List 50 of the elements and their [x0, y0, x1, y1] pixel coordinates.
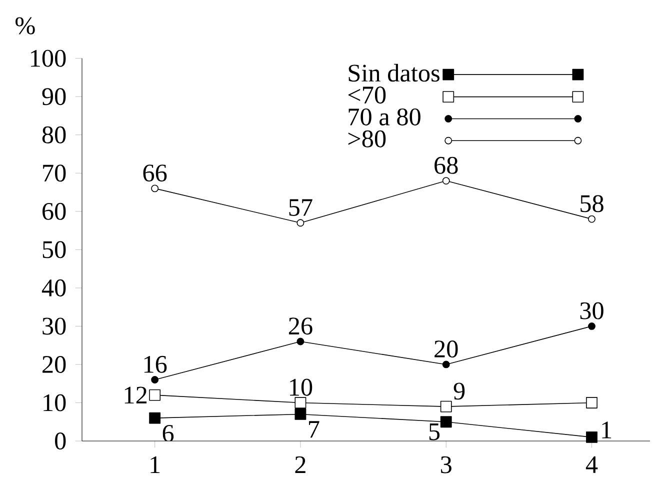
data-label: 5	[429, 423, 440, 440]
point	[442, 177, 450, 185]
data-label: 58	[580, 195, 604, 212]
y-tick-label: 20	[42, 356, 66, 373]
y-axis-title: %	[16, 17, 35, 34]
point	[586, 397, 598, 408]
legend-label: 70 a 80	[348, 108, 420, 126]
legend-label: <70	[348, 86, 386, 104]
data-label: 7	[309, 421, 320, 438]
y-tick-label: 40	[42, 279, 66, 296]
data-label: 10	[290, 378, 312, 396]
y-tick-label: 60	[42, 202, 66, 220]
data-label: 26	[288, 318, 312, 335]
y-tick-label: 50	[42, 241, 66, 258]
data-label: 1	[602, 422, 612, 438]
point	[149, 389, 161, 401]
point	[151, 376, 159, 384]
y-tick-label: 90	[42, 88, 66, 106]
y-tick-label: 30	[42, 318, 66, 335]
point	[440, 400, 452, 412]
data-label: 9	[454, 382, 465, 400]
point	[588, 215, 596, 223]
x-tick-label: 1	[150, 456, 160, 473]
y-tick-label: 70	[43, 164, 66, 182]
legend-label: Sin datos	[348, 64, 440, 82]
data-label: 16	[144, 356, 167, 373]
y-tick-label: 100	[31, 50, 66, 67]
point	[442, 360, 450, 368]
point	[296, 338, 304, 346]
x-tick-label: 3	[441, 456, 452, 474]
point	[296, 219, 304, 227]
point	[151, 184, 159, 192]
data-label: 57	[289, 199, 312, 216]
data-label: 20	[434, 340, 458, 358]
point	[586, 431, 598, 443]
data-label: 68	[434, 156, 458, 174]
y-tick-label: 10	[44, 394, 66, 412]
data-label: 12	[124, 386, 147, 404]
point	[588, 322, 596, 330]
point	[149, 412, 161, 424]
point	[440, 416, 452, 428]
point	[294, 397, 306, 408]
y-tick-label: 80	[42, 126, 66, 144]
point	[294, 408, 306, 420]
x-tick-label: 4	[586, 456, 598, 473]
y-tick-label: 0	[55, 432, 66, 450]
data-label: 30	[580, 302, 604, 320]
x-tick-label: 2	[295, 456, 306, 474]
legend-label: >80	[348, 130, 386, 148]
data-label: 66	[143, 164, 167, 182]
